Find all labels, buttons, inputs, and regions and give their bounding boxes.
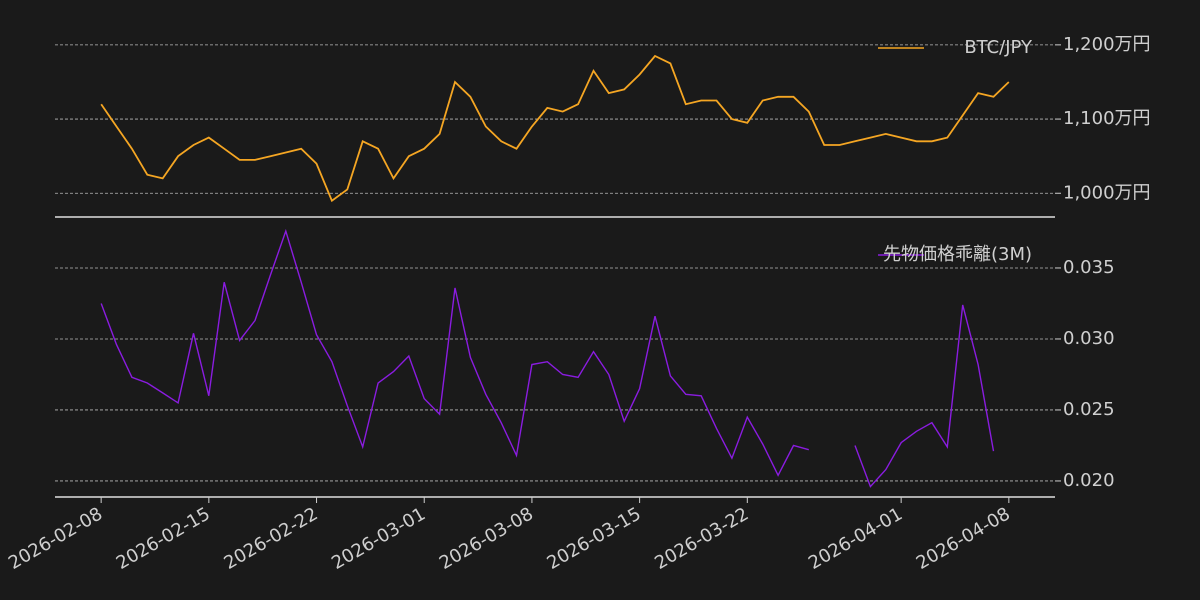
legend-label: BTC/JPY bbox=[964, 37, 1033, 58]
y-tick-label: 1,100万円 bbox=[1063, 108, 1151, 129]
legend-label: 先物価格乖離(3M) bbox=[883, 244, 1032, 265]
data-line bbox=[100, 54, 1010, 203]
y-tick-label: 0.025 bbox=[1063, 399, 1115, 420]
data-line bbox=[100, 228, 995, 488]
y-tick-label: 0.020 bbox=[1063, 470, 1115, 491]
y-tick-label: 0.035 bbox=[1063, 257, 1115, 278]
y-tick-label: 1,200万円 bbox=[1063, 34, 1151, 55]
y-tick-label: 1,000万円 bbox=[1063, 182, 1151, 203]
y-tick-label: 0.030 bbox=[1063, 328, 1115, 349]
